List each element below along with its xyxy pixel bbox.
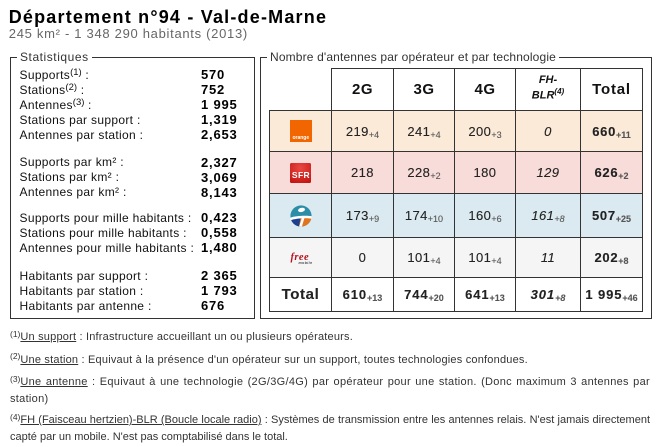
svg-text:orange: orange bbox=[292, 135, 309, 141]
svg-text:mobile: mobile bbox=[299, 261, 313, 265]
svg-text:SFR: SFR bbox=[292, 170, 310, 180]
svg-text:free: free bbox=[291, 252, 310, 263]
